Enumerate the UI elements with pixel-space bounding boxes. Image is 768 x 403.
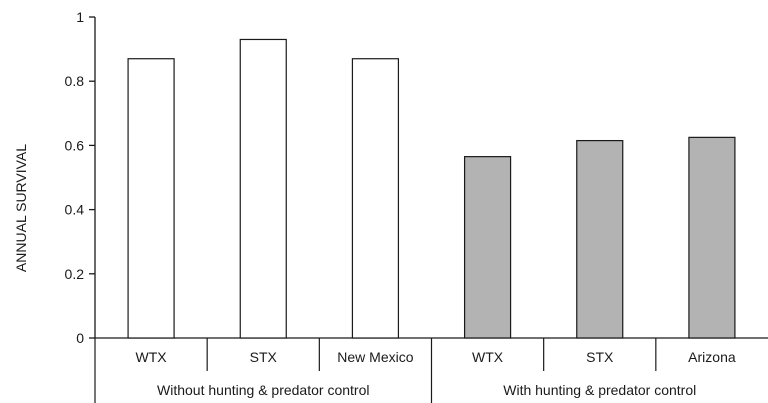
y-tick-label: 1 (76, 9, 84, 25)
y-tick-label: 0.2 (65, 266, 85, 282)
y-tick-label: 0 (76, 330, 84, 346)
bar (463, 156, 512, 339)
category-label: WTX (136, 349, 168, 365)
category-label: Arizona (688, 349, 736, 365)
bar (576, 139, 624, 339)
bar (688, 136, 736, 339)
y-tick-label: 0.6 (65, 137, 85, 153)
bar (239, 38, 287, 339)
bar (127, 58, 175, 339)
category-label: WTX (472, 349, 504, 365)
bar (351, 58, 400, 339)
category-label: STX (250, 349, 278, 365)
category-label: New Mexico (337, 349, 413, 365)
group-label: Without hunting & predator control (157, 382, 369, 398)
bars (127, 38, 736, 339)
axes: 0 0.2 0.4 0.6 0.8 1 (65, 9, 768, 403)
y-axis-title: ANNUAL SURVIVAL (13, 144, 29, 272)
y-tick-label: 0.4 (65, 202, 85, 218)
y-tick-label: 0.8 (65, 73, 85, 89)
group-label: With hunting & predator control (503, 382, 696, 398)
category-labels: WTX STX New Mexico WTX STX Arizona Without hun… (136, 349, 736, 398)
category-label: STX (586, 349, 614, 365)
